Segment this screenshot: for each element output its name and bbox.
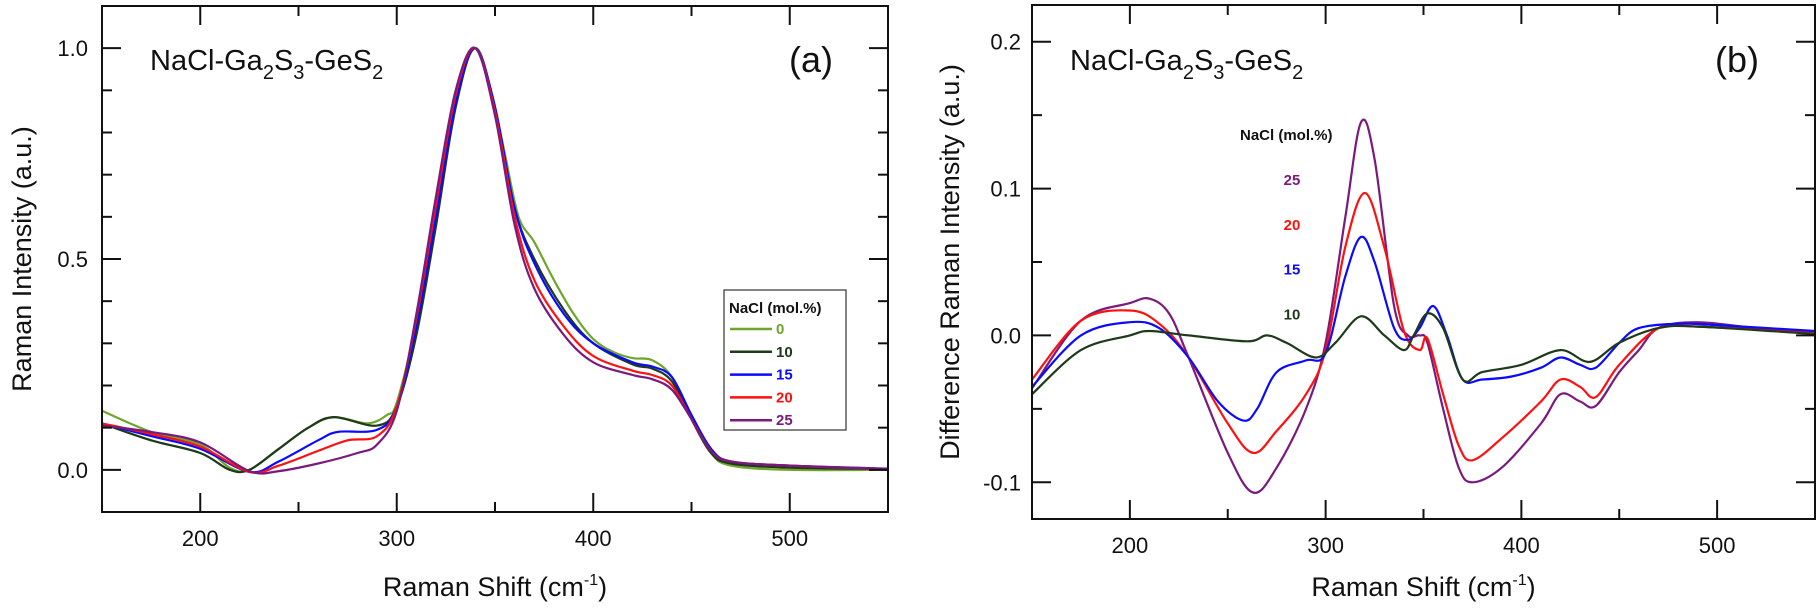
legend-entry-0: 0 — [776, 321, 784, 338]
y-tick-label: 0.5 — [57, 247, 88, 272]
x-tick-label: 200 — [1112, 533, 1149, 558]
legend-entry-15: 15 — [776, 367, 793, 384]
x-tick-label: 500 — [771, 526, 808, 551]
legend: NaCl (mol.%) 0 10 15 20 25 — [723, 289, 847, 431]
composition-annotation: NaCl-Ga2S3-GeS2 — [150, 45, 383, 84]
plot-area — [1032, 118, 1815, 494]
x-axis-title: Raman Shift (cm-1) — [1311, 572, 1535, 602]
x-tick-label: 200 — [182, 526, 219, 551]
legend-entry-15: 15 — [1284, 262, 1301, 279]
composition-annotation: NaCl-Ga2S3-GeS2 — [1070, 45, 1303, 84]
series-line-25 — [1032, 118, 1815, 494]
panel-label: (b) — [1715, 39, 1759, 80]
series-line-25 — [102, 46, 888, 475]
series-line-15 — [1032, 235, 1815, 422]
legend-title: NaCl (mol.%) — [729, 300, 822, 317]
legend-entry-25: 25 — [1284, 172, 1301, 189]
y-axis-title: Raman Intensity (a.u.) — [7, 126, 37, 392]
x-tick-label: 500 — [1699, 533, 1736, 558]
plot-area — [102, 46, 888, 475]
panel-b: 200 300 400 500 -0.1 0.0 0.1 0.2 Raman Shift (cm… — [935, 4, 1816, 602]
legend-entry-20: 20 — [1284, 217, 1301, 234]
y-tick-label: 0.1 — [990, 177, 1021, 202]
legend-entry-25: 25 — [776, 412, 793, 429]
x-axis-title: Raman Shift (cm-1) — [383, 572, 607, 602]
y-tick-label: 0.0 — [990, 323, 1021, 348]
legend-title: NaCl (mol.%) — [1240, 127, 1333, 144]
legend-entry-10: 10 — [776, 344, 793, 361]
series-line-20 — [1032, 191, 1815, 462]
series-line-10 — [1032, 312, 1815, 396]
legend-box — [723, 289, 847, 431]
y-tick-label: 1.0 — [57, 36, 88, 61]
plot-frame — [101, 5, 889, 513]
x-tick-label: 400 — [575, 526, 612, 551]
y-axis-title: Difference Raman Intensity (a.u.) — [935, 64, 965, 460]
x-tick-label: 300 — [378, 526, 415, 551]
y-tick-label: 0.0 — [57, 458, 88, 483]
legend-entry-20: 20 — [776, 389, 793, 406]
plot-frame — [1031, 4, 1816, 520]
y-tick-label: -0.1 — [983, 470, 1021, 495]
x-tick-label: 400 — [1503, 533, 1540, 558]
y-tick-label: 0.2 — [990, 30, 1021, 55]
legend: NaCl (mol.%) 25 20 15 10 — [1240, 127, 1333, 323]
legend-entry-10: 10 — [1284, 306, 1301, 323]
panel-label: (a) — [789, 39, 833, 80]
x-tick-label: 300 — [1307, 533, 1344, 558]
